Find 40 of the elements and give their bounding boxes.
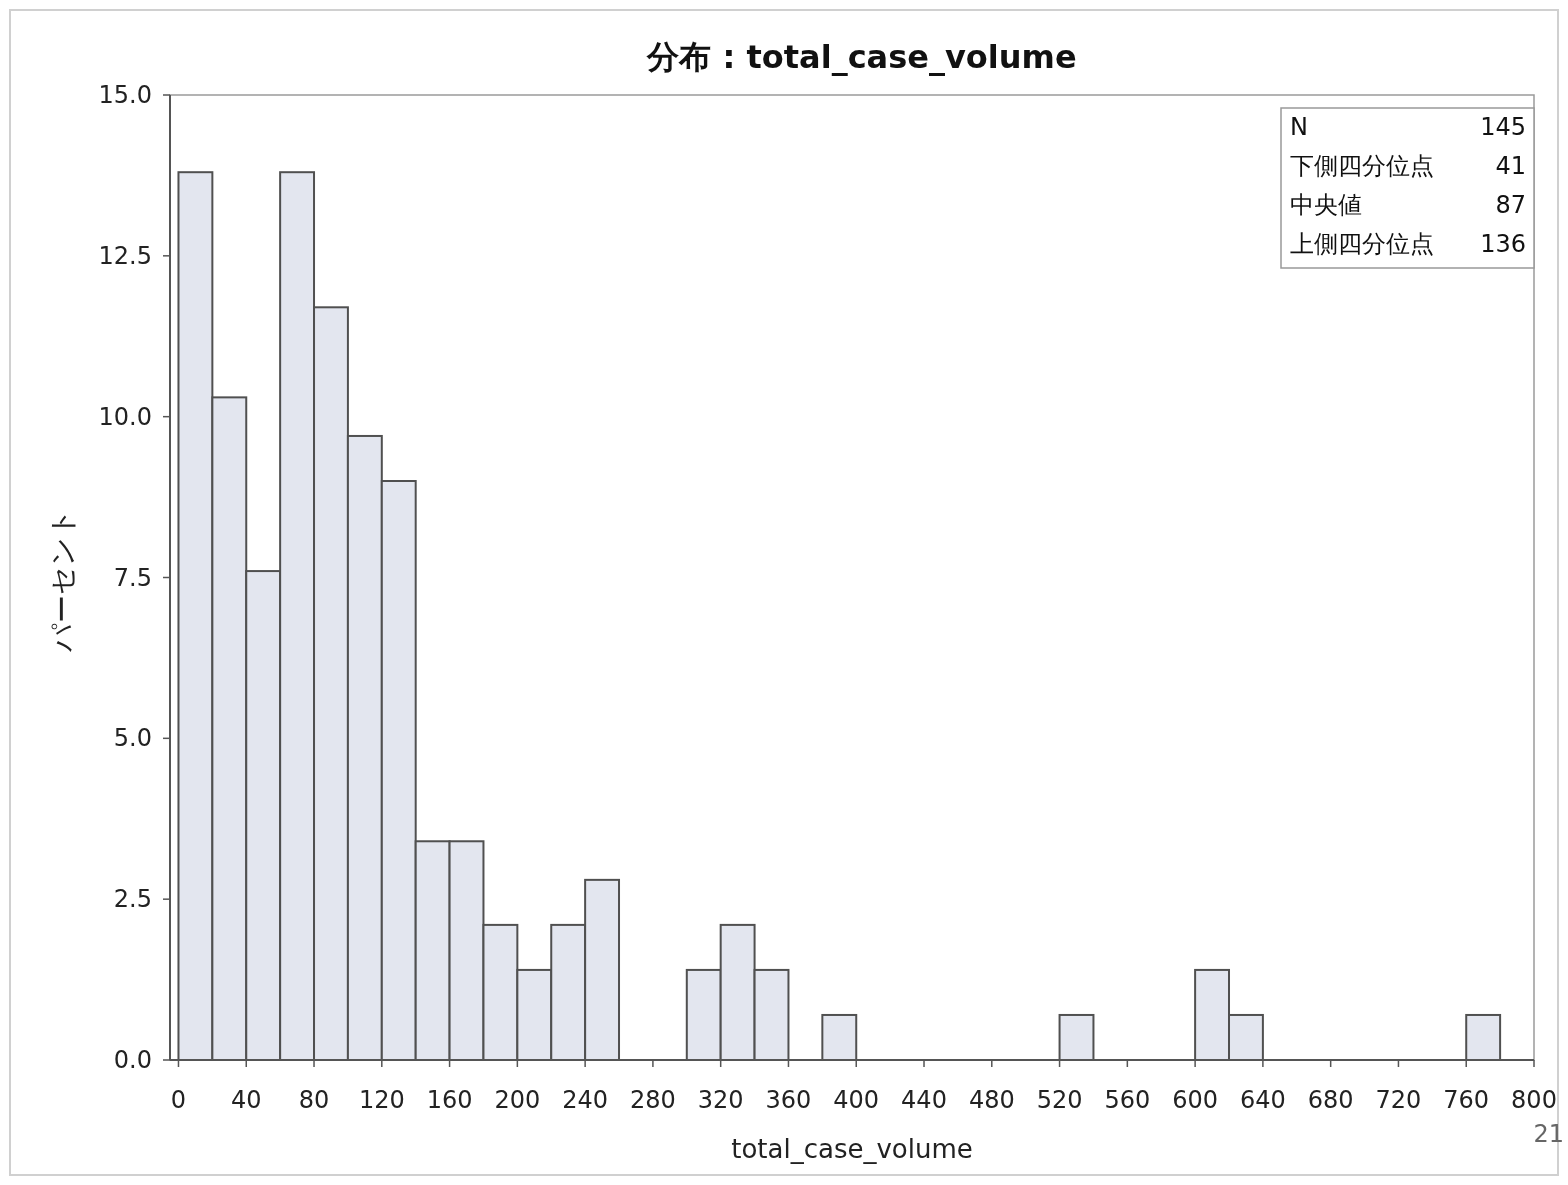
x-tick-label: 520 [1036, 1086, 1083, 1114]
annotation: N [1290, 113, 1308, 141]
x-tick-label: 120 [358, 1086, 405, 1114]
x-tick-label: 720 [1375, 1086, 1422, 1114]
y-tick-label: 10.0 [98, 402, 152, 431]
x-tick-label: 760 [1443, 1086, 1490, 1114]
x-tick-label: 600 [1172, 1086, 1219, 1114]
y-axis-title: パーセント [46, 508, 79, 653]
x-tick-label: 160 [426, 1086, 473, 1114]
annotation: 中央値 [1290, 191, 1362, 219]
y-tick-label: 5.0 [113, 724, 152, 753]
y-tick-label: 15.0 [98, 81, 152, 109]
x-tick-label: 80 [298, 1086, 330, 1114]
chart-title: 分布 : total_case_volume [646, 38, 1077, 76]
annotation: 下側四分位点 [1290, 152, 1434, 180]
annotation: 145 [1480, 113, 1526, 141]
annotation: 87 [1495, 191, 1526, 219]
x-tick-label: 280 [630, 1086, 676, 1114]
text: 21 [1533, 1120, 1564, 1148]
x-tick-label: 320 [697, 1086, 744, 1114]
annotation: 136 [1480, 230, 1526, 258]
x-tick-label: 0 [170, 1086, 187, 1114]
x-tick-label: 640 [1239, 1086, 1286, 1114]
x-tick-label: 40 [230, 1086, 262, 1114]
annotation: 上側四分位点 [1290, 230, 1434, 258]
x-tick-label: 480 [968, 1086, 1015, 1114]
y-tick-label: 0.0 [113, 1046, 152, 1074]
annotation: 41 [1495, 152, 1526, 180]
x-tick-label: 560 [1104, 1086, 1151, 1114]
x-tick-label: 680 [1307, 1086, 1354, 1114]
y-tick-label: 2.5 [113, 885, 152, 914]
y-tick-label: 7.5 [113, 563, 152, 592]
x-tick-label: 200 [494, 1086, 541, 1114]
x-tick-label: 360 [765, 1086, 812, 1114]
x-tick-label: 240 [562, 1086, 609, 1114]
x-tick-label: 800 [1511, 1086, 1557, 1114]
x-axis-title: total_case_volume [731, 1134, 973, 1164]
x-tick-label: 400 [833, 1086, 880, 1114]
x-tick-label: 440 [901, 1086, 947, 1114]
y-tick-label: 12.5 [98, 241, 152, 270]
